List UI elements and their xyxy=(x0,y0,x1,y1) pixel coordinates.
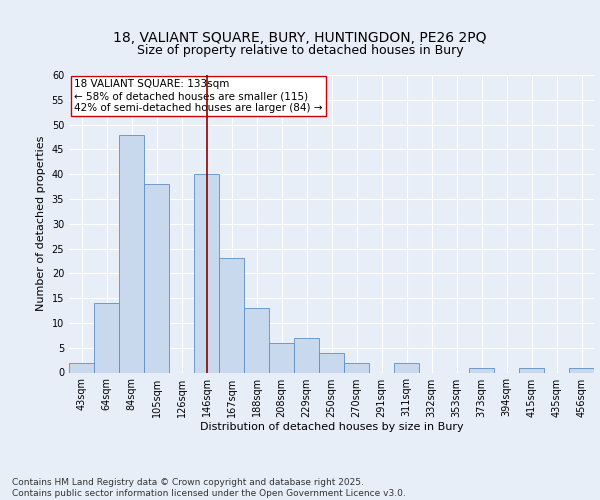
Text: Contains HM Land Registry data © Crown copyright and database right 2025.
Contai: Contains HM Land Registry data © Crown c… xyxy=(12,478,406,498)
Bar xyxy=(469,368,494,372)
Text: 18, VALIANT SQUARE, BURY, HUNTINGDON, PE26 2PQ: 18, VALIANT SQUARE, BURY, HUNTINGDON, PE… xyxy=(113,31,487,45)
Bar xyxy=(119,134,144,372)
Y-axis label: Number of detached properties: Number of detached properties xyxy=(36,136,46,312)
Bar xyxy=(394,362,419,372)
Bar xyxy=(244,308,269,372)
Bar xyxy=(569,368,594,372)
Bar xyxy=(219,258,244,372)
Text: 18 VALIANT SQUARE: 133sqm
← 58% of detached houses are smaller (115)
42% of semi: 18 VALIANT SQUARE: 133sqm ← 58% of detac… xyxy=(74,80,323,112)
Bar xyxy=(319,352,344,372)
Bar xyxy=(519,368,544,372)
Bar xyxy=(144,184,169,372)
Bar xyxy=(194,174,219,372)
Bar xyxy=(294,338,319,372)
Bar xyxy=(94,303,119,372)
Text: Size of property relative to detached houses in Bury: Size of property relative to detached ho… xyxy=(137,44,463,57)
Bar xyxy=(269,343,294,372)
Bar xyxy=(344,362,369,372)
Bar xyxy=(69,362,94,372)
X-axis label: Distribution of detached houses by size in Bury: Distribution of detached houses by size … xyxy=(200,422,463,432)
